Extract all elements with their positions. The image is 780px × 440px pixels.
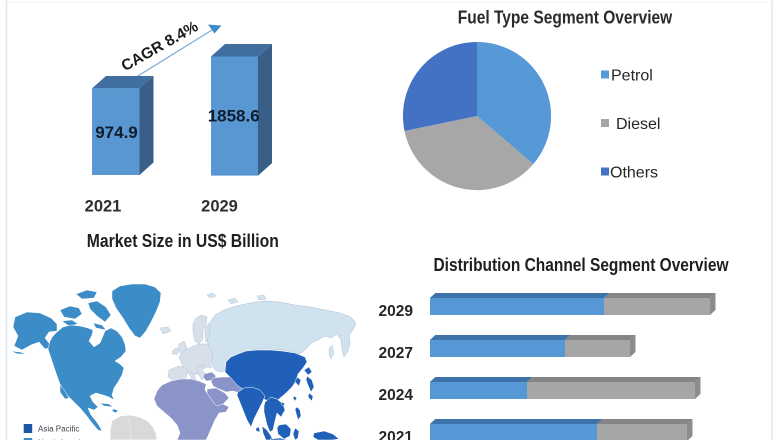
svg-text:Asia Pacific: Asia Pacific [38, 424, 79, 433]
svg-text:Fuel Type Segment Overview: Fuel Type Segment Overview [458, 8, 673, 28]
svg-text:1858.6: 1858.6 [208, 107, 260, 126]
svg-text:974.9: 974.9 [95, 123, 138, 142]
svg-text:CAGR 8.4%: CAGR 8.4% [119, 18, 202, 75]
svg-text:Others: Others [610, 165, 658, 182]
svg-text:Market Size in US$ Billion: Market Size in US$ Billion [87, 231, 279, 251]
svg-text:2029: 2029 [379, 303, 414, 320]
svg-text:Distribution Channel Segment: Distribution Channel Segment Overview [434, 255, 730, 275]
svg-text:2029: 2029 [201, 198, 238, 216]
svg-text:2021: 2021 [379, 429, 414, 440]
svg-text:North America: North America [38, 438, 89, 440]
svg-text:2021: 2021 [85, 198, 122, 216]
svg-text:2027: 2027 [379, 345, 413, 362]
svg-text:Diesel: Diesel [616, 116, 660, 133]
svg-text:Petrol: Petrol [611, 68, 653, 85]
svg-text:2024: 2024 [379, 387, 414, 404]
